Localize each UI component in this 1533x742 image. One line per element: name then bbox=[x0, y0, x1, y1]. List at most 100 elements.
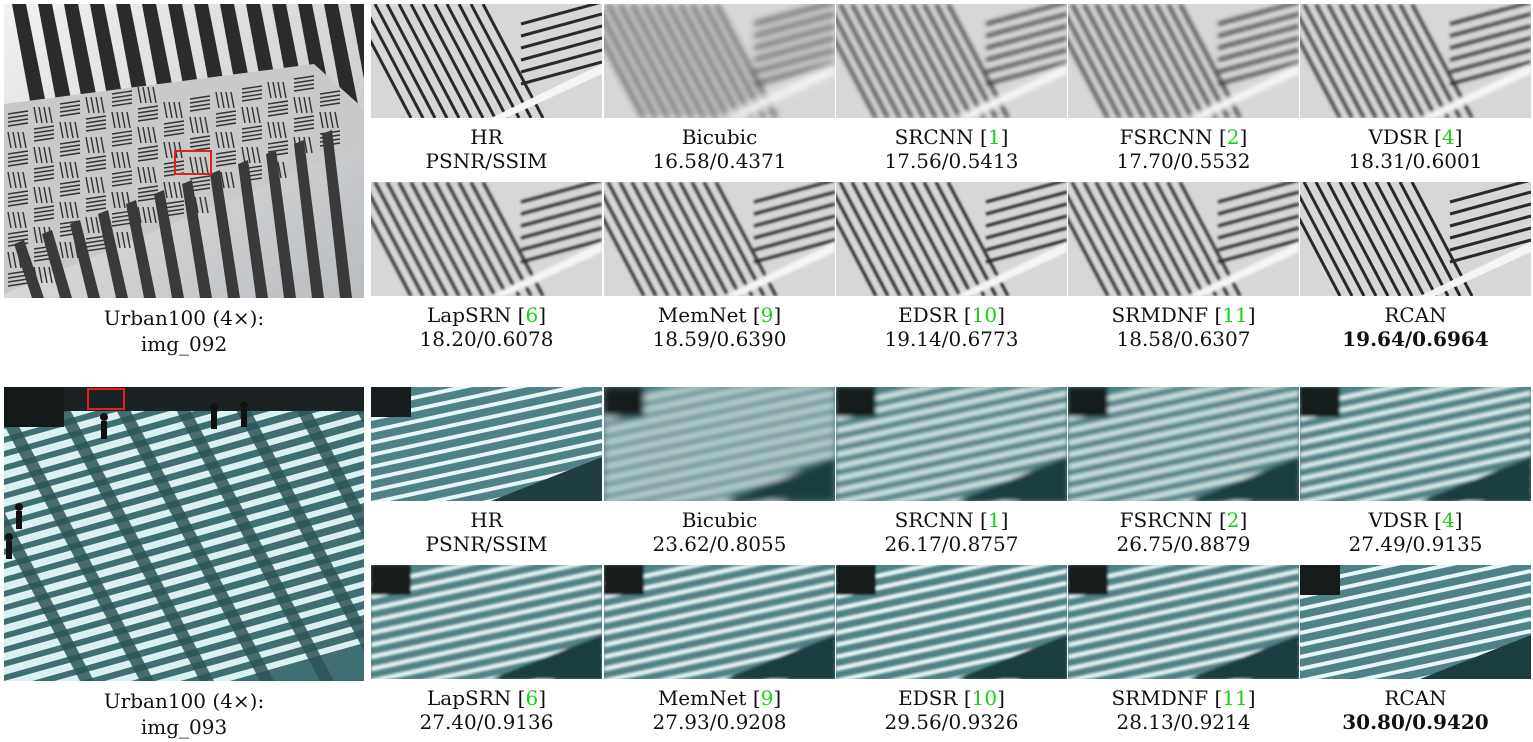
method-name: Bicubic bbox=[681, 125, 758, 149]
psnr-ssim-score: 28.13/0.9214 bbox=[1116, 710, 1251, 734]
method-name: SRCNN bbox=[894, 508, 974, 532]
psnr-ssim-score: PSNR/SSIM bbox=[425, 532, 548, 556]
citation-link[interactable]: 10 bbox=[971, 303, 998, 327]
patch-rcan bbox=[1300, 182, 1531, 296]
method-name: EDSR bbox=[898, 303, 958, 327]
citation-link[interactable]: 4 bbox=[1441, 508, 1455, 532]
psnr-ssim-score: 23.62/0.8055 bbox=[652, 532, 787, 556]
method-name: RCAN bbox=[1384, 303, 1447, 327]
method-caption: FSRCNN [2] 26.75/0.8879 bbox=[1068, 508, 1299, 556]
method-caption: SRCNN [1] 17.56/0.5413 bbox=[836, 125, 1067, 173]
citation-link[interactable]: 4 bbox=[1441, 125, 1455, 149]
method-caption: SRCNN [1] 26.17/0.8757 bbox=[836, 508, 1067, 556]
citation-link[interactable]: 6 bbox=[525, 303, 539, 327]
method-name: SRCNN bbox=[894, 125, 974, 149]
method-name: VDSR bbox=[1368, 508, 1428, 532]
method-caption: EDSR [10] 19.14/0.6773 bbox=[836, 303, 1067, 351]
method-caption: SRMDNF [11] 28.13/0.9214 bbox=[1068, 686, 1299, 734]
psnr-ssim-score: 26.17/0.8757 bbox=[884, 532, 1019, 556]
method-name: HR bbox=[470, 508, 503, 532]
method-name: LapSRN bbox=[427, 686, 512, 710]
psnr-ssim-score: 19.14/0.6773 bbox=[884, 327, 1019, 351]
psnr-ssim-score: 27.93/0.9208 bbox=[652, 710, 787, 734]
method-caption: VDSR [4] 18.31/0.6001 bbox=[1300, 125, 1531, 173]
image-name: img_093 bbox=[140, 715, 228, 739]
patch-memnet bbox=[604, 565, 835, 679]
method-caption: Bicubic 23.62/0.8055 bbox=[604, 508, 835, 556]
overview-image bbox=[4, 387, 364, 681]
patch-srcnn bbox=[836, 387, 1067, 501]
patch-fsrcnn bbox=[1068, 387, 1299, 501]
citation-link[interactable]: 2 bbox=[1226, 508, 1240, 532]
example-img_092: Urban100 (4×): img_092 HR PSNR/SSIM Bicubic 1… bbox=[0, 0, 1533, 359]
method-name: SRMDNF bbox=[1111, 303, 1209, 327]
method-name: Bicubic bbox=[681, 508, 758, 532]
method-name: VDSR bbox=[1368, 125, 1428, 149]
patch-vdsr bbox=[1300, 387, 1531, 501]
patch-srmdnf bbox=[1068, 182, 1299, 296]
method-name: HR bbox=[470, 125, 503, 149]
psnr-ssim-score: 17.56/0.5413 bbox=[884, 149, 1019, 173]
method-caption: MemNet [9] 18.59/0.6390 bbox=[604, 303, 835, 351]
psnr-ssim-score: 27.49/0.9135 bbox=[1348, 532, 1483, 556]
psnr-ssim-score: 18.58/0.6307 bbox=[1116, 327, 1251, 351]
psnr-ssim-score: 30.80/0.9420 bbox=[1342, 710, 1489, 734]
psnr-ssim-score: 18.59/0.6390 bbox=[652, 327, 787, 351]
citation-link[interactable]: 2 bbox=[1226, 125, 1240, 149]
patch-bicubic bbox=[604, 4, 835, 118]
citation-link[interactable]: 11 bbox=[1222, 303, 1248, 327]
patch-memnet bbox=[604, 182, 835, 296]
patch-vdsr bbox=[1300, 4, 1531, 118]
method-caption: RCAN 30.80/0.9420 bbox=[1300, 686, 1531, 734]
method-caption: Bicubic 16.58/0.4371 bbox=[604, 125, 835, 173]
patch-edsr bbox=[836, 182, 1067, 296]
patch-lapsrn bbox=[371, 182, 602, 296]
method-caption: HR PSNR/SSIM bbox=[371, 125, 602, 173]
patch-hr bbox=[371, 4, 602, 118]
patch-edsr bbox=[836, 565, 1067, 679]
method-name: FSRCNN bbox=[1119, 125, 1213, 149]
patch-fsrcnn bbox=[1068, 4, 1299, 118]
overview-caption: Urban100 (4×): img_093 bbox=[4, 688, 364, 740]
patch-rcan bbox=[1300, 565, 1531, 679]
method-caption: SRMDNF [11] 18.58/0.6307 bbox=[1068, 303, 1299, 351]
method-name: FSRCNN bbox=[1119, 508, 1213, 532]
method-caption: FSRCNN [2] 17.70/0.5532 bbox=[1068, 125, 1299, 173]
patch-bicubic bbox=[604, 387, 835, 501]
overview-image bbox=[4, 4, 364, 298]
psnr-ssim-score: 19.64/0.6964 bbox=[1342, 327, 1489, 351]
patch-srcnn bbox=[836, 4, 1067, 118]
citation-link[interactable]: 9 bbox=[760, 686, 774, 710]
image-name: img_092 bbox=[140, 332, 228, 356]
patch-srmdnf bbox=[1068, 565, 1299, 679]
method-caption: MemNet [9] 27.93/0.9208 bbox=[604, 686, 835, 734]
method-name: RCAN bbox=[1384, 686, 1447, 710]
patch-lapsrn bbox=[371, 565, 602, 679]
citation-link[interactable]: 9 bbox=[760, 303, 774, 327]
citation-link[interactable]: 6 bbox=[525, 686, 539, 710]
method-name: MemNet bbox=[657, 686, 747, 710]
psnr-ssim-score: 26.75/0.8879 bbox=[1116, 532, 1251, 556]
psnr-ssim-score: 17.70/0.5532 bbox=[1116, 149, 1251, 173]
method-caption: LapSRN [6] 27.40/0.9136 bbox=[371, 686, 602, 734]
citation-link[interactable]: 10 bbox=[971, 686, 998, 710]
method-name: MemNet bbox=[657, 303, 747, 327]
psnr-ssim-score: 18.20/0.6078 bbox=[419, 327, 554, 351]
example-img_093: Urban100 (4×): img_093 HR PSNR/SSIM Bicubic 2… bbox=[0, 383, 1533, 742]
citation-link[interactable]: 11 bbox=[1222, 686, 1248, 710]
patch-hr bbox=[371, 387, 602, 501]
method-caption: HR PSNR/SSIM bbox=[371, 508, 602, 556]
method-caption: RCAN 19.64/0.6964 bbox=[1300, 303, 1531, 351]
psnr-ssim-score: 16.58/0.4371 bbox=[652, 149, 787, 173]
method-caption: LapSRN [6] 18.20/0.6078 bbox=[371, 303, 602, 351]
method-name: EDSR bbox=[898, 686, 958, 710]
psnr-ssim-score: 29.56/0.9326 bbox=[884, 710, 1019, 734]
overview-caption: Urban100 (4×): img_092 bbox=[4, 305, 364, 357]
method-name: SRMDNF bbox=[1111, 686, 1209, 710]
psnr-ssim-score: 18.31/0.6001 bbox=[1348, 149, 1483, 173]
psnr-ssim-score: 27.40/0.9136 bbox=[419, 710, 554, 734]
method-caption: EDSR [10] 29.56/0.9326 bbox=[836, 686, 1067, 734]
method-name: LapSRN bbox=[427, 303, 512, 327]
citation-link[interactable]: 1 bbox=[987, 125, 1001, 149]
citation-link[interactable]: 1 bbox=[987, 508, 1001, 532]
